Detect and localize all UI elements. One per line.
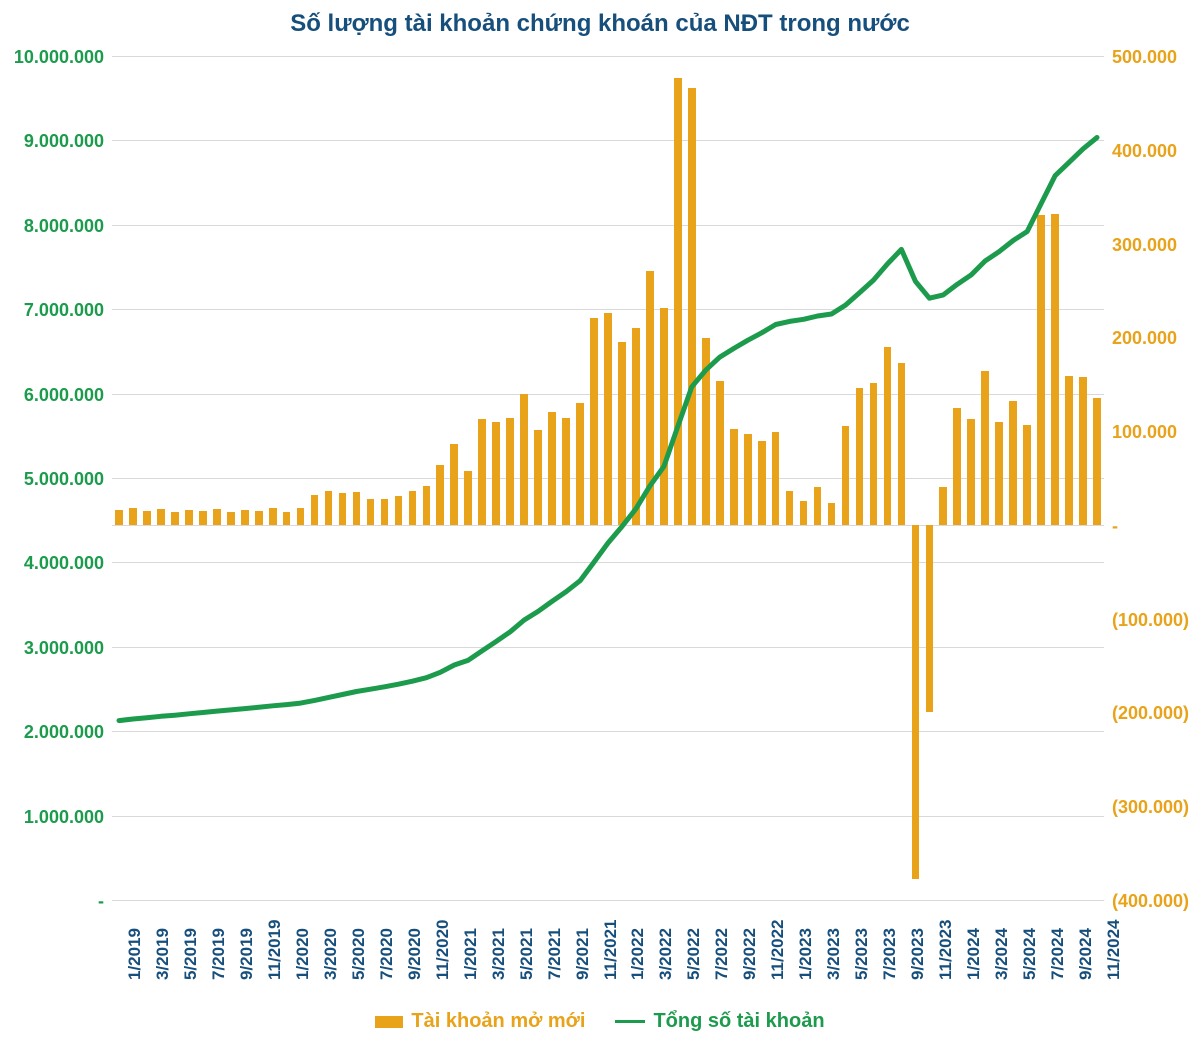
legend-bar-label: Tài khoản mở mới <box>411 1010 585 1033</box>
left-y-tick: - <box>98 891 104 912</box>
left-y-tick: 8.000.000 <box>24 216 104 237</box>
left-y-tick: 9.000.000 <box>24 131 104 152</box>
x-tick-label: 11/2019 <box>265 919 285 980</box>
legend: Tài khoản mở mới Tổng số tài khoản <box>0 1010 1200 1033</box>
right-y-tick: 400.000 <box>1112 141 1177 162</box>
x-tick-label: 11/2022 <box>768 919 788 980</box>
left-y-tick: 6.000.000 <box>24 385 104 406</box>
x-tick-label: 1/2022 <box>628 928 648 980</box>
legend-item-line: Tổng số tài khoản <box>615 1010 824 1033</box>
line-series <box>112 56 1104 900</box>
right-y-tick: - <box>1112 516 1118 537</box>
x-tick-label: 1/2019 <box>125 928 145 980</box>
x-tick-label: 7/2019 <box>209 928 229 980</box>
x-tick-label: 11/2024 <box>1104 919 1124 980</box>
x-tick-label: 3/2022 <box>656 928 676 980</box>
chart-container: { "chart": { "type": "combo-bar-line", "… <box>0 0 1200 1062</box>
x-tick-label: 9/2022 <box>740 928 760 980</box>
x-tick-label: 5/2022 <box>684 928 704 980</box>
x-tick-label: 3/2021 <box>489 928 509 980</box>
x-tick-label: 3/2024 <box>992 928 1012 980</box>
x-tick-label: 1/2020 <box>293 928 313 980</box>
x-tick-label: 5/2020 <box>349 928 369 980</box>
x-tick-label: 5/2023 <box>852 928 872 980</box>
x-tick-label: 9/2024 <box>1076 928 1096 980</box>
x-tick-label: 5/2021 <box>517 928 537 980</box>
legend-line-label: Tổng số tài khoản <box>653 1010 824 1033</box>
plot-area <box>112 56 1104 900</box>
x-tick-label: 7/2023 <box>880 928 900 980</box>
left-y-tick: 5.000.000 <box>24 469 104 490</box>
left-y-tick: 1.000.000 <box>24 807 104 828</box>
x-tick-label: 9/2023 <box>908 928 928 980</box>
legend-swatch-line-icon <box>615 1020 645 1023</box>
right-y-tick: 100.000 <box>1112 422 1177 443</box>
right-y-tick: (300.000) <box>1112 797 1189 818</box>
legend-item-bar: Tài khoản mở mới <box>375 1010 585 1033</box>
x-tick-label: 5/2024 <box>1020 928 1040 980</box>
left-y-tick: 4.000.000 <box>24 553 104 574</box>
right-y-tick: 200.000 <box>1112 328 1177 349</box>
x-tick-label: 7/2024 <box>1048 928 1068 980</box>
left-y-tick: 7.000.000 <box>24 300 104 321</box>
x-tick-label: 11/2020 <box>433 919 453 980</box>
right-y-tick: (400.000) <box>1112 891 1189 912</box>
x-tick-label: 7/2021 <box>545 928 565 980</box>
x-tick-label: 1/2021 <box>461 928 481 980</box>
x-tick-label: 3/2020 <box>321 928 341 980</box>
x-tick-label: 11/2023 <box>936 919 956 980</box>
x-tick-label: 11/2021 <box>601 919 621 980</box>
legend-swatch-bar-icon <box>375 1016 403 1028</box>
x-tick-label: 1/2024 <box>964 928 984 980</box>
x-tick-label: 9/2021 <box>573 928 593 980</box>
x-tick-label: 3/2019 <box>153 928 173 980</box>
right-y-tick: (200.000) <box>1112 703 1189 724</box>
chart-title: Số lượng tài khoản chứng khoán của NĐT t… <box>0 10 1200 38</box>
x-tick-label: 9/2019 <box>237 928 257 980</box>
x-tick-label: 7/2022 <box>712 928 732 980</box>
x-tick-label: 7/2020 <box>377 928 397 980</box>
right-y-tick: (100.000) <box>1112 610 1189 631</box>
left-y-tick: 10.000.000 <box>14 47 104 68</box>
left-y-tick: 3.000.000 <box>24 638 104 659</box>
x-tick-label: 9/2020 <box>405 928 425 980</box>
x-tick-label: 5/2019 <box>181 928 201 980</box>
gridline <box>112 900 1104 901</box>
x-tick-label: 1/2023 <box>796 928 816 980</box>
left-y-tick: 2.000.000 <box>24 722 104 743</box>
right-y-tick: 300.000 <box>1112 235 1177 256</box>
right-y-tick: 500.000 <box>1112 47 1177 68</box>
x-tick-label: 3/2023 <box>824 928 844 980</box>
